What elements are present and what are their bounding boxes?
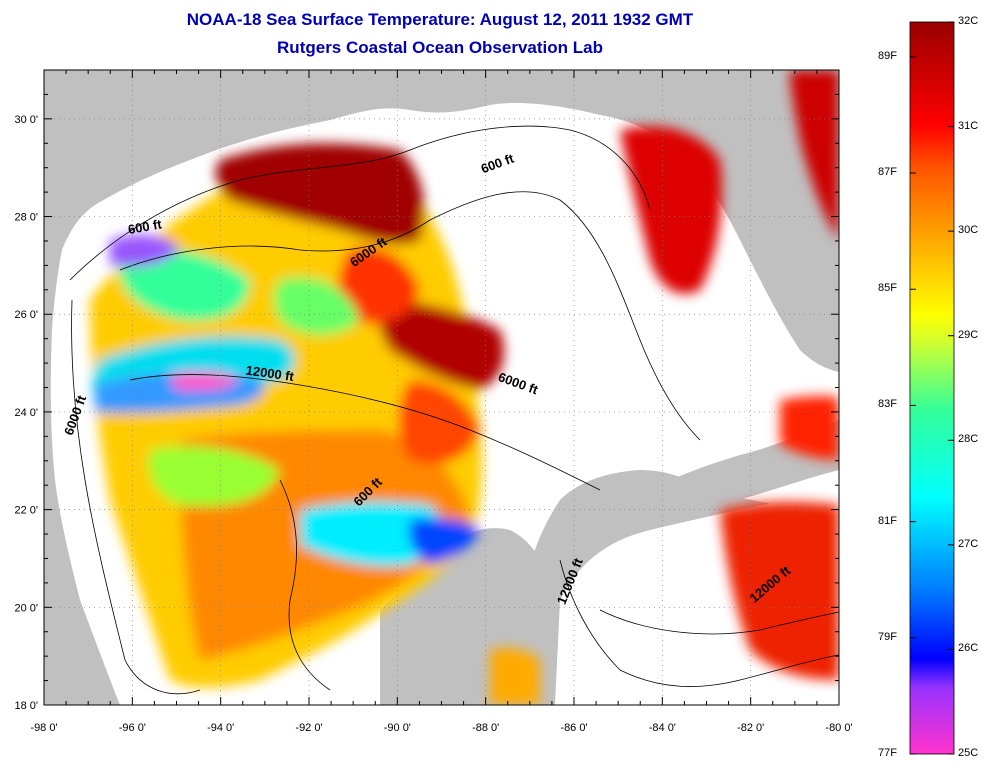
colorbar-label-celsius: 30C <box>958 224 979 237</box>
colorbar-label-fahrenheit: 79F <box>878 630 897 643</box>
contour-600ft-north <box>69 125 651 281</box>
x-tick-label: -98 0' <box>30 722 57 734</box>
y-tick-label: 26 0' <box>14 309 38 321</box>
depth-contours <box>69 125 839 694</box>
cuba-land <box>600 420 839 535</box>
colorbar-label-fahrenheit: 87F <box>878 166 897 179</box>
x-tick-label: -94 0' <box>207 722 234 734</box>
map-title: NOAA-18 Sea Surface Temperature: August … <box>186 10 694 29</box>
x-tick-label: -80 0' <box>825 722 852 734</box>
y-tick-label: 18 0' <box>14 700 38 712</box>
contour-campeche <box>279 479 331 691</box>
colorbar-label-celsius: 29C <box>958 328 979 341</box>
colorbar-label-celsius: 27C <box>958 537 979 550</box>
colorbar-ticks <box>910 21 954 755</box>
colorbar-label-fahrenheit: 77F <box>878 747 897 759</box>
colorbar-label-fahrenheit: 83F <box>878 398 897 411</box>
colorbar-label-fahrenheit: 85F <box>878 282 897 295</box>
x-tick-label: -96 0' <box>119 722 146 734</box>
contour-12000ft <box>129 374 601 491</box>
lat-lon-grid <box>44 70 839 705</box>
y-tick-label: 28 0' <box>14 212 38 224</box>
colorbar-label-celsius: 25C <box>958 747 979 759</box>
sst-data-swath <box>90 70 839 705</box>
colorbar-label-celsius: 32C <box>958 15 979 27</box>
colorbar-label-celsius: 26C <box>958 642 979 655</box>
colorbar <box>909 21 955 755</box>
contour-6000ft <box>119 191 701 441</box>
x-tick-label: -86 0' <box>560 722 587 734</box>
contour-cayman <box>599 609 839 635</box>
colorbar-label-fahrenheit: 81F <box>878 514 897 527</box>
x-tick-label: -88 0' <box>472 722 499 734</box>
contour-west <box>71 299 201 694</box>
map-subtitle: Rutgers Coastal Ocean Observation Lab <box>277 38 603 57</box>
contour-caribbean <box>559 559 839 687</box>
y-tick-label: 20 0' <box>14 602 38 614</box>
y-tick-label: 30 0' <box>14 114 38 126</box>
x-axis: -98 0' -96 0' -94 0' -92 0' -90 0' -88 0' -86 … <box>30 70 853 734</box>
contour-label: 600 ft <box>127 216 164 237</box>
x-tick-label: -92 0' <box>295 722 322 734</box>
colorbar-label-celsius: 31C <box>958 119 979 132</box>
x-tick-label: -84 0' <box>649 722 676 734</box>
y-axis: 18 0' 20 0' 22 0' 24 0' 26 0' 28 0' 30 0' <box>14 69 839 712</box>
colorbar-label-celsius: 28C <box>958 433 979 446</box>
y-tick-label: 22 0' <box>14 505 38 517</box>
x-tick-label: -90 0' <box>384 722 411 734</box>
colorbar-label-fahrenheit: 89F <box>878 49 897 62</box>
y-tick-label: 24 0' <box>14 407 38 419</box>
x-tick-label: -82 0' <box>737 722 764 734</box>
contour-label: 12000 ft <box>245 362 296 384</box>
